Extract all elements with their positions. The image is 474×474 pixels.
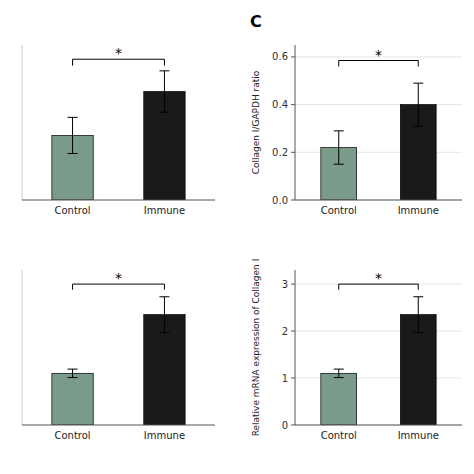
panel: Control Immune *	[22, 45, 215, 216]
bars	[52, 71, 185, 200]
error-stem	[164, 71, 165, 112]
error-bar	[68, 117, 78, 153]
y-tick	[291, 425, 295, 426]
error-cap	[68, 369, 78, 370]
y-tick-label: 0.4	[272, 99, 288, 110]
bars	[321, 83, 436, 200]
error-cap	[159, 70, 169, 71]
error-cap	[413, 83, 423, 84]
error-stem	[338, 369, 339, 377]
y-axis-label: Relative mRNA expression of Collagen I	[251, 259, 261, 437]
grid-line	[295, 152, 462, 153]
error-cap	[413, 126, 423, 127]
x-tick-label: Immune	[144, 205, 185, 216]
x-tick-label: Control	[321, 430, 357, 441]
error-cap	[68, 153, 78, 154]
bars	[52, 297, 185, 425]
grid-line	[295, 331, 462, 332]
y-tick-label: 0.6	[272, 51, 288, 62]
bar	[321, 373, 357, 425]
grid-line	[295, 425, 462, 426]
panel-label: C	[250, 12, 262, 31]
y-tick-label: 2	[282, 326, 288, 337]
bar	[52, 373, 93, 425]
y-tick	[291, 56, 295, 57]
y-tick	[291, 104, 295, 105]
error-cap	[159, 296, 169, 297]
x-axis-line	[22, 425, 215, 426]
error-stem	[338, 131, 339, 164]
y-tick	[291, 284, 295, 285]
error-cap	[334, 130, 344, 131]
y-tick	[291, 200, 295, 201]
error-stem	[418, 83, 419, 126]
x-tick-label: Control	[54, 205, 90, 216]
error-cap	[334, 164, 344, 165]
error-cap	[159, 332, 169, 333]
error-cap	[334, 377, 344, 378]
figure: Control Immune * 0.0 0.2 0.4 0.6 Collagen I/GAP…	[0, 0, 474, 474]
error-bar	[334, 369, 344, 377]
error-cap	[413, 332, 423, 333]
significance-star: *	[375, 270, 382, 286]
error-bar	[334, 131, 344, 164]
error-bar	[413, 297, 423, 333]
x-axis-line	[295, 425, 462, 426]
error-cap	[68, 117, 78, 118]
significance-star: *	[375, 47, 382, 63]
grid-line	[295, 104, 462, 105]
error-cap	[334, 369, 344, 370]
error-stem	[164, 297, 165, 333]
x-tick-label: Immune	[398, 430, 439, 441]
y-tick-label: 3	[282, 279, 288, 290]
y-axis-line	[22, 45, 23, 200]
y-axis-line	[295, 270, 296, 425]
x-axis-line	[295, 200, 462, 201]
error-stem	[72, 369, 73, 377]
bars	[321, 297, 436, 425]
error-bar	[68, 369, 78, 377]
y-axis-line	[22, 270, 23, 425]
x-tick-label: Control	[321, 205, 357, 216]
error-cap	[159, 112, 169, 113]
x-tick-label: Immune	[144, 430, 185, 441]
y-tick	[291, 378, 295, 379]
y-axis-line	[295, 45, 296, 200]
y-axis-label: Collagen I/GAPDH ratio	[251, 70, 261, 174]
y-tick-label: 1	[282, 373, 288, 384]
error-cap	[413, 296, 423, 297]
error-bar	[159, 297, 169, 333]
x-tick-label: Immune	[398, 205, 439, 216]
grid-line	[295, 200, 462, 201]
y-tick-label: 0.0	[272, 195, 288, 206]
error-bar	[159, 71, 169, 112]
significance-star: *	[115, 270, 122, 286]
x-tick-label: Control	[54, 430, 90, 441]
y-tick	[291, 331, 295, 332]
error-stem	[72, 117, 73, 153]
panel: 0 1 2 3 Relative mRNA expression of Collagen…	[251, 259, 462, 441]
error-bar	[413, 83, 423, 126]
panel: 0.0 0.2 0.4 0.6 Collagen I/GAPDH ratio Contro…	[250, 12, 462, 216]
y-tick-label: 0	[282, 420, 288, 431]
significance-star: *	[115, 45, 122, 61]
error-stem	[418, 297, 419, 333]
x-axis-line	[22, 200, 215, 201]
grid-line	[295, 378, 462, 379]
y-tick	[291, 152, 295, 153]
error-cap	[68, 377, 78, 378]
panel: Control Immune *	[22, 270, 215, 441]
y-tick-label: 0.2	[272, 147, 288, 158]
